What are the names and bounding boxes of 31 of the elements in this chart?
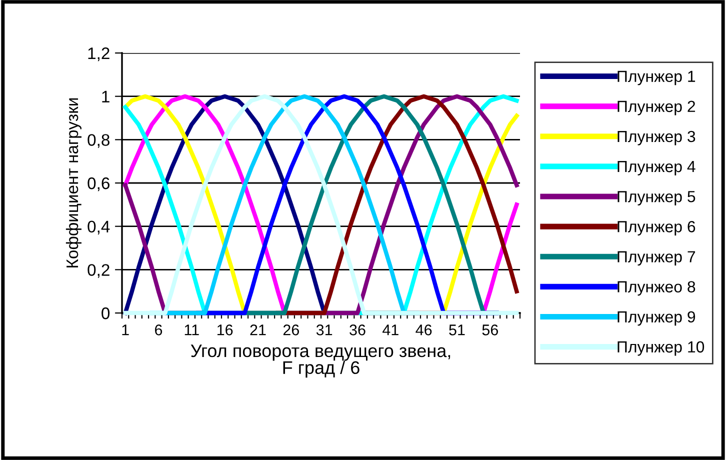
y-tick-label: 0,8 bbox=[88, 134, 110, 148]
y-tick-label: 0 bbox=[102, 307, 110, 320]
x-tick-label: 6 bbox=[155, 324, 162, 336]
x-tick-label: 1 bbox=[122, 324, 129, 336]
x-tick-label: 31 bbox=[316, 324, 332, 336]
x-tick-label: 36 bbox=[350, 324, 366, 336]
legend-label: Плунжер 2 bbox=[618, 100, 696, 116]
y-tick-label: 0,4 bbox=[88, 220, 110, 235]
y-tick-label: 0,6 bbox=[88, 177, 110, 192]
x-tick-label: 11 bbox=[184, 324, 199, 336]
x-tick-label: 26 bbox=[283, 324, 299, 336]
legend-label: Плунжер 9 bbox=[618, 311, 696, 326]
y-tick-label: 0,2 bbox=[88, 264, 110, 278]
y-tick-label: 1,2 bbox=[88, 47, 110, 62]
x-tick-label: 46 bbox=[416, 324, 432, 336]
legend-label: Плунжер 4 bbox=[618, 161, 696, 176]
x-tick-label: 16 bbox=[217, 324, 233, 336]
legend-label: Плунжер 6 bbox=[618, 221, 696, 236]
x-tick-label: 21 bbox=[250, 324, 266, 336]
x-axis-title: Угол поворота ведущего звена, F град / 6 bbox=[190, 344, 450, 378]
legend-label: Плунжео 8 bbox=[618, 281, 696, 296]
y-axis-title: Коффициент нагрузки bbox=[66, 98, 82, 268]
x-tick-label: 41 bbox=[382, 324, 398, 336]
legend-label: Плунжер 7 bbox=[618, 251, 696, 266]
legend-label: Плунжер 3 bbox=[618, 130, 696, 146]
legend-label: Плунжер 1 bbox=[618, 70, 696, 86]
y-tick-label: 1 bbox=[102, 90, 110, 102]
x-tick-label: 51 bbox=[449, 324, 465, 336]
legend-label: Плунжер 5 bbox=[618, 191, 696, 206]
x-tick-label: 56 bbox=[482, 324, 498, 336]
legend-label: Плунжер 10 bbox=[618, 341, 704, 356]
